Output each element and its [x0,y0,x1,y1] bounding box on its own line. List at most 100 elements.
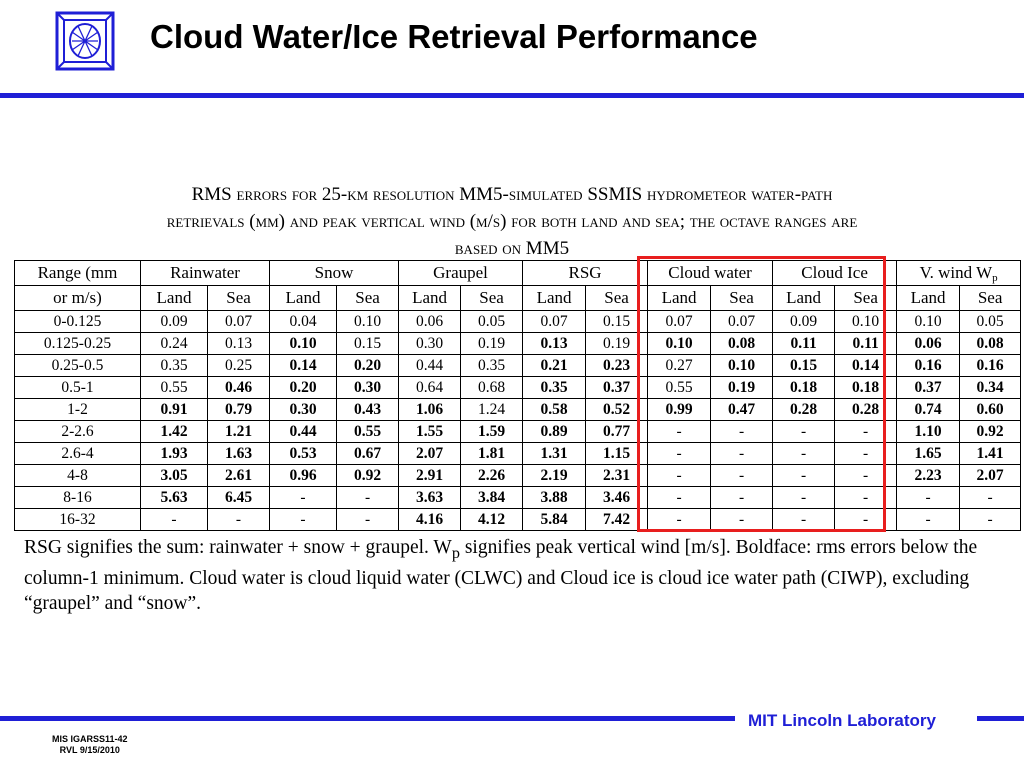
range-cell: 8-16 [14,486,141,509]
value-cell: 5.63 [140,486,208,509]
header-row-groups: Range (mm Rainwater Snow Graupel RSG Clo… [14,260,1022,286]
col-header-land: Land [896,285,961,311]
value-cell: 0.14 [269,354,338,377]
value-cell: 0.44 [269,420,338,443]
value-cell: 0.96 [269,464,338,487]
value-cell: 0.20 [336,354,400,377]
value-cell: 0.64 [398,376,462,399]
value-cell: 2.23 [896,464,961,487]
value-cell: 0.10 [336,310,400,333]
value-cell: 1.31 [522,442,587,465]
value-cell: 1.63 [206,442,271,465]
value-cell: 1.24 [460,398,524,421]
range-cell: 0.125-0.25 [14,332,141,355]
value-cell: 0.23 [585,354,649,377]
group-header-v-wind: V. wind Wp [896,260,1022,286]
value-cell: 0.79 [206,398,271,421]
value-cell: 3.05 [140,464,208,487]
value-cell: 6.45 [206,486,271,509]
caption-text: based on [454,238,522,259]
col-header-land: Land [647,285,712,311]
table-footnote: RSG signifies the sum: rainwater + snow … [24,535,1004,616]
footer-id-line: RVL 9/15/2010 [59,745,120,755]
value-cell: 0.07 [206,310,271,333]
value-cell: 7.42 [585,508,649,531]
value-cell: 2.31 [585,464,649,487]
value-cell: 3.84 [460,486,524,509]
caption-text: errors for [236,184,318,205]
table-row: 2-2.6 1.42 1.21 0.44 0.55 1.55 1.59 0.89 0.77- - -… [14,420,1022,443]
group-header-rsg: RSG [522,260,649,286]
value-cell: 5.84 [522,508,587,531]
value-cell: 1.55 [398,420,462,443]
table-row: 0.5-1 0.55 0.46 0.20 0.30 0.64 0.68 0.35 0.37 0.5… [14,376,1022,399]
value-cell: 1.06 [398,398,462,421]
value-cell: - [959,508,1022,531]
range-cell: 4-8 [14,464,141,487]
value-cell: 0.10 [269,332,338,355]
table-row: 16-32- - - -4.16 4.12 5.84 7.42- - - - - - [14,508,1022,531]
value-cell: - [336,508,400,531]
col-header-sea: Sea [460,285,524,311]
caption-line-1: RMS errors for 25-km resolution MM5-simu… [14,181,1010,208]
value-cell: 0.11 [772,332,836,355]
value-cell: - [140,508,208,531]
value-cell: 0.18 [834,376,898,399]
caption-line-2: retrievals (mm) and peak vertical wind (… [166,211,858,232]
range-cell: 2.6-4 [14,442,141,465]
range-cell: 1-2 [14,398,141,421]
caption-text: hydrometeor water-path [646,184,833,205]
value-cell: 0.20 [269,376,338,399]
value-cell: 0.08 [959,332,1022,355]
value-cell: 0.35 [140,354,208,377]
value-cell: - [269,486,338,509]
rms-error-table-container: Range (mm Rainwater Snow Graupel RSG Clo… [14,260,1022,531]
range-header: Range (mm [14,260,141,286]
value-cell: 0.07 [522,310,587,333]
group-header-text: V. wind W [919,262,993,282]
value-cell: 1.42 [140,420,208,443]
value-cell: 2.07 [398,442,462,465]
value-cell: 0.92 [959,420,1022,443]
col-header-sea: Sea [206,285,271,311]
value-cell: 2.91 [398,464,462,487]
range-cell: 0.5-1 [14,376,141,399]
value-cell: 0.10 [710,354,774,377]
caption-text: simulated [508,184,583,205]
value-cell: 0.60 [959,398,1022,421]
caption-text: MM5 [521,238,570,259]
mit-ll-logo-icon [55,11,115,71]
rms-error-table: Range (mm Rainwater Snow Graupel RSG Clo… [14,260,1022,531]
value-cell: 0.43 [336,398,400,421]
title-divider [0,93,1024,98]
table-row: 0.25-0.5 0.35 0.25 0.14 0.20 0.44 0.35 0.21 0.23… [14,354,1022,377]
caption-text: km resolution [347,184,455,205]
range-cell: 0-0.125 [14,310,141,333]
value-cell: 0.37 [896,376,961,399]
value-cell: 3.88 [522,486,587,509]
value-cell: 0.06 [896,332,961,355]
value-cell: - [206,508,271,531]
value-cell: 4.12 [460,508,524,531]
value-cell: 0.35 [522,376,587,399]
value-cell: 0.99 [647,398,712,421]
group-header-snow: Snow [269,260,400,286]
value-cell: 0.19 [460,332,524,355]
table-body: 0-0.125 0.09 0.07 0.04 0.10 0.06 0.05 0.07 0.15 0… [14,310,1022,531]
value-cell: 1.59 [460,420,524,443]
cloud-highlight-box [637,256,886,532]
value-cell: 2.07 [959,464,1022,487]
value-cell: 0.30 [398,332,462,355]
value-cell: 0.07 [710,310,774,333]
range-cell: 0.25-0.5 [14,354,141,377]
value-cell: 0.05 [959,310,1022,333]
value-cell: 1.93 [140,442,208,465]
value-cell: 4.16 [398,508,462,531]
value-cell: - [269,508,338,531]
value-cell: 0.53 [269,442,338,465]
col-header-land: Land [398,285,462,311]
value-cell: 0.21 [522,354,587,377]
value-cell: 2.26 [460,464,524,487]
value-cell: 0.07 [647,310,712,333]
range-cell: 2-2.6 [14,420,141,443]
